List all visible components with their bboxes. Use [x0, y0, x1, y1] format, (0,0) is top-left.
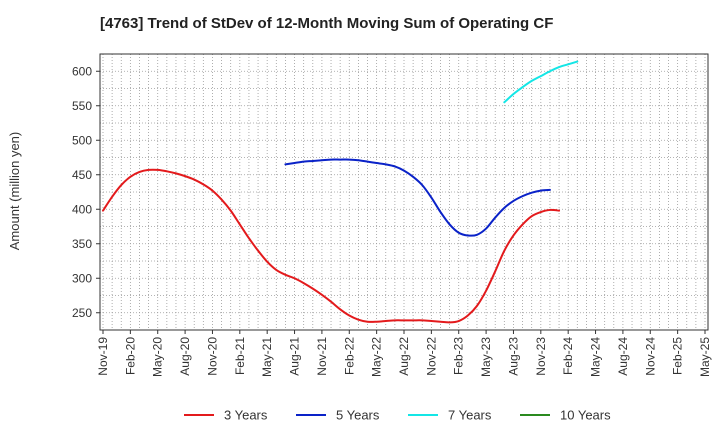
y-tick-label: 300: [72, 271, 92, 285]
series-line-1: [284, 158, 551, 237]
x-tick-label: May-21: [260, 337, 274, 377]
x-tick-label: Nov-23: [534, 337, 548, 376]
x-tick-label: Feb-23: [452, 337, 466, 375]
x-tick-label: Nov-20: [205, 337, 219, 376]
x-tick-label: Feb-25: [671, 337, 685, 375]
y-tick-label: 250: [72, 306, 92, 320]
legend-label: 5 Years: [336, 408, 380, 423]
x-tick-label: Feb-24: [561, 337, 575, 375]
series-line-0: [102, 168, 561, 324]
legend: 3 Years 5 Years 7 Years 10 Years: [184, 408, 611, 423]
y-tick-label: 400: [72, 202, 92, 216]
y-axis-label: Amount (million yen): [7, 132, 22, 251]
legend-label: 7 Years: [448, 408, 492, 423]
y-tick-label: 350: [72, 237, 92, 251]
y-tick-label: 450: [72, 168, 92, 182]
y-tick-label: 600: [72, 64, 92, 78]
series-lines: [102, 60, 579, 324]
x-tick-label: Aug-24: [616, 337, 630, 376]
x-tick-label: Nov-21: [315, 337, 329, 376]
x-tick-label: May-22: [370, 337, 384, 377]
x-tick-label: Nov-19: [96, 337, 110, 376]
x-tick-label: Aug-21: [288, 337, 302, 376]
series-line-2: [503, 60, 579, 104]
x-tick-label: Nov-24: [643, 337, 657, 376]
chart-title: [4763] Trend of StDev of 12-Month Moving…: [100, 15, 553, 32]
y-axis-ticks: 250 300 350 400 450 500 550 600: [72, 64, 100, 320]
x-tick-label: Nov-22: [424, 337, 438, 376]
legend-label: 3 Years: [224, 408, 268, 423]
x-tick-label: May-20: [151, 337, 165, 377]
x-tick-label: May-25: [698, 337, 712, 377]
x-axis-ticks: Nov-19 Feb-20 May-20 Aug-20 Nov-20 Feb-21 May-…: [96, 330, 712, 377]
x-tick-label: Feb-21: [233, 337, 247, 375]
grid-lines: [100, 53, 708, 331]
y-tick-label: 550: [72, 99, 92, 113]
x-tick-label: Aug-23: [506, 337, 520, 376]
y-tick-label: 500: [72, 133, 92, 147]
x-tick-label: Aug-22: [397, 337, 411, 376]
x-tick-label: Feb-20: [123, 337, 137, 375]
x-tick-label: Feb-22: [342, 337, 356, 375]
x-tick-label: Aug-20: [178, 337, 192, 376]
legend-label: 10 Years: [560, 408, 611, 423]
x-tick-label: May-24: [589, 337, 603, 377]
x-tick-label: May-23: [479, 337, 493, 377]
